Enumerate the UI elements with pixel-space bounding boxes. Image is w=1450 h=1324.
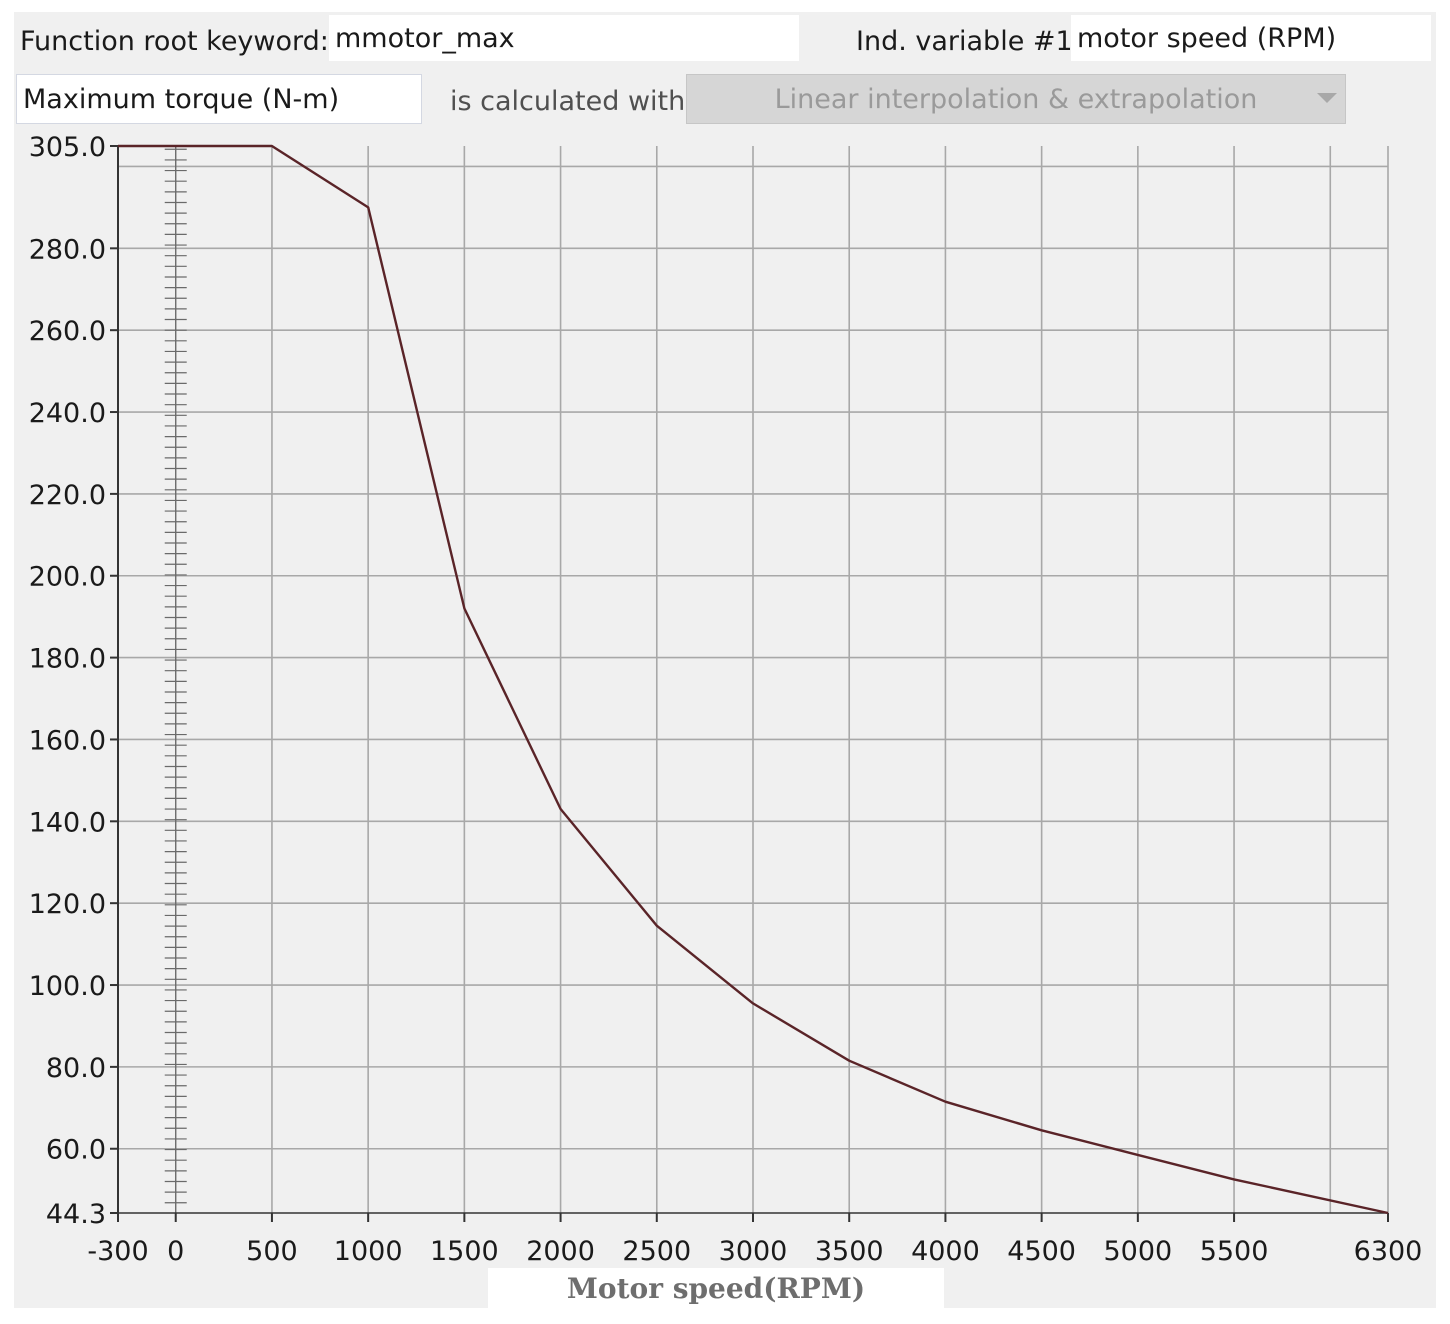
minor-tick-marks	[164, 146, 187, 1213]
calculation-method-dropdown[interactable]: Linear interpolation & extrapolation	[686, 74, 1346, 124]
ind-variable-label: Ind. variable #1:	[856, 26, 1082, 57]
x-tick-label: 4000	[911, 1236, 980, 1267]
output-variable-field[interactable]: Maximum torque (N-m)	[16, 74, 422, 124]
y-tick-label: 260.0	[29, 316, 106, 347]
y-tick-label: 220.0	[29, 480, 106, 511]
series-line	[118, 144, 1389, 1215]
x-tick-label: 1000	[334, 1236, 403, 1267]
y-tick-label: 160.0	[29, 725, 106, 756]
x-tick-label: 2500	[622, 1236, 691, 1267]
y-tick-label: 44.3	[46, 1199, 106, 1230]
x-tick-label: 5000	[1103, 1236, 1172, 1267]
y-tick-label: 305.0	[29, 132, 106, 163]
y-tick-label: 120.0	[29, 889, 106, 920]
x-tick-label: 4500	[1007, 1236, 1076, 1267]
y-tick-label: 100.0	[29, 971, 106, 1002]
calculated-with-label: is calculated with	[450, 86, 686, 117]
y-gridlines	[118, 165, 1388, 1150]
x-tick-label: 5500	[1200, 1236, 1269, 1267]
chevron-down-icon[interactable]	[1317, 93, 1337, 103]
x-axis-title: Motor speed(RPM)	[488, 1268, 944, 1310]
root-keyword-label: Function root keyword:	[20, 26, 329, 57]
x-tick-labels: -300 0 500 1000 1500 2000 2500 3000 3500 4000 4500…	[87, 1213, 1422, 1267]
x-tick-label: 6300	[1354, 1236, 1423, 1267]
y-tick-label: 140.0	[29, 807, 106, 838]
x-tick-label: 2000	[526, 1236, 595, 1267]
y-tick-label: 280.0	[29, 234, 106, 265]
x-tick-label: 0	[167, 1236, 184, 1267]
ind-variable-field[interactable]: motor speed (RPM)	[1070, 14, 1432, 62]
x-gridlines	[271, 146, 1389, 1213]
series-layer	[118, 144, 1389, 1215]
y-tick-label: 60.0	[46, 1135, 106, 1166]
x-tick-label: 3500	[815, 1236, 884, 1267]
x-tick-label: 500	[246, 1236, 298, 1267]
y-tick-label: 200.0	[29, 562, 106, 593]
x-tick-label: 1500	[430, 1236, 499, 1267]
root-keyword-field[interactable]: mmotor_max	[328, 14, 800, 62]
y-tick-label: 80.0	[46, 1053, 106, 1084]
x-tick-label: 3000	[719, 1236, 788, 1267]
y-tick-labels: 44.3 60.0 80.0 100.0 120.0 140.0 160.0 180.0 200…	[29, 132, 118, 1230]
y-tick-label: 180.0	[29, 644, 106, 675]
calculation-method-value: Linear interpolation & extrapolation	[774, 83, 1258, 115]
x-tick-label: -300	[87, 1236, 148, 1267]
y-tick-label: 240.0	[29, 398, 106, 429]
